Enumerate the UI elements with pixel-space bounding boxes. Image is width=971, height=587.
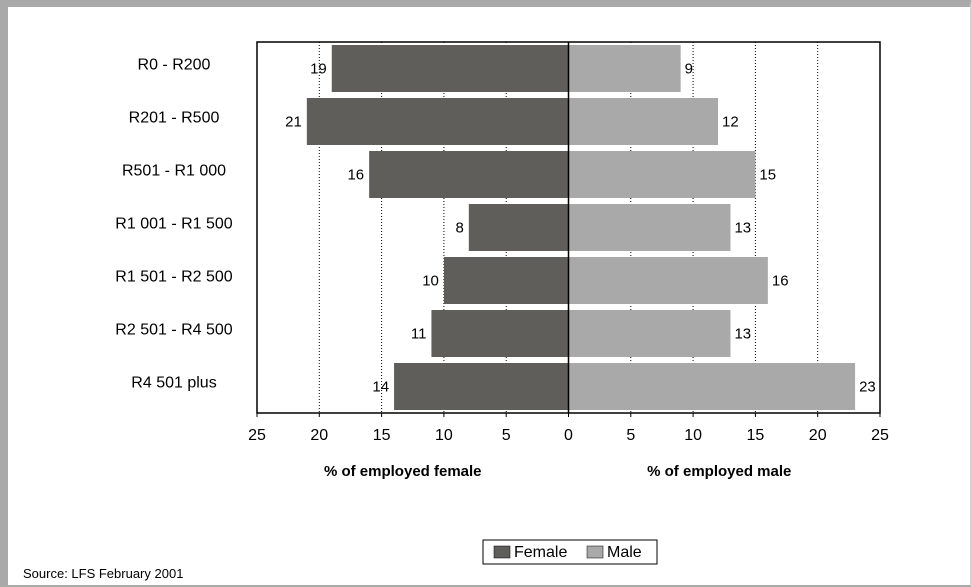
data-label-male: 9 bbox=[685, 60, 693, 77]
data-label-male: 13 bbox=[734, 325, 751, 342]
data-label-female: 14 bbox=[372, 378, 389, 395]
category-label: R4 501 plus bbox=[131, 375, 216, 392]
x-axis-ticks: 25 20 15 10 5 0 5 10 15 20 25 bbox=[248, 413, 889, 444]
bar-male bbox=[568, 310, 731, 357]
tick-label: 20 bbox=[310, 427, 328, 444]
bar-male bbox=[568, 151, 756, 198]
category-label: R1 501 - R2 500 bbox=[115, 269, 233, 286]
category-label: R201 - R500 bbox=[129, 110, 220, 127]
category-label: R0 - R200 bbox=[138, 57, 211, 74]
bar-male bbox=[568, 257, 768, 304]
tick-label: 5 bbox=[502, 427, 511, 444]
data-label-male: 23 bbox=[859, 378, 876, 395]
tick-label: 10 bbox=[435, 427, 453, 444]
data-label-female: 8 bbox=[455, 219, 463, 236]
bar-male bbox=[568, 363, 856, 410]
tick-label: 5 bbox=[626, 427, 635, 444]
bar-female bbox=[394, 363, 569, 410]
bar-male bbox=[568, 98, 719, 145]
legend-label-male: Male bbox=[607, 544, 642, 561]
bars bbox=[306, 45, 856, 410]
bar-female bbox=[431, 310, 569, 357]
tick-label: 20 bbox=[809, 427, 827, 444]
data-label-male: 12 bbox=[722, 113, 739, 130]
legend-box bbox=[482, 539, 658, 565]
data-label-female: 19 bbox=[310, 60, 327, 77]
tick-label: 15 bbox=[747, 427, 765, 444]
x-axis-title-male: % of employed male bbox=[647, 463, 791, 480]
bar-female bbox=[306, 98, 569, 145]
data-label-male: 15 bbox=[759, 166, 776, 183]
legend-swatch-male bbox=[586, 545, 604, 559]
tick-label: 25 bbox=[248, 427, 266, 444]
data-label-male: 13 bbox=[734, 219, 751, 236]
bar-female bbox=[443, 257, 569, 304]
bar-male bbox=[568, 204, 731, 251]
tick-label: 25 bbox=[871, 427, 889, 444]
category-label: R2 501 - R4 500 bbox=[115, 322, 233, 339]
bar-male bbox=[568, 45, 681, 92]
tick-label: 10 bbox=[684, 427, 702, 444]
source-note: Source: LFS February 2001 bbox=[23, 566, 183, 581]
data-label-female: 16 bbox=[347, 166, 364, 183]
tick-label: 0 bbox=[564, 427, 573, 444]
bar-female bbox=[468, 204, 569, 251]
data-label-female: 10 bbox=[422, 272, 439, 289]
legend-swatch-female bbox=[493, 545, 511, 559]
legend: Female Male bbox=[482, 539, 658, 565]
data-label-female: 21 bbox=[285, 113, 302, 130]
category-label: R501 - R1 000 bbox=[122, 163, 226, 180]
category-label: R1 001 - R1 500 bbox=[115, 216, 233, 233]
x-axis-title-female: % of employed female bbox=[324, 463, 482, 480]
legend-label-female: Female bbox=[514, 544, 567, 561]
bar-female bbox=[331, 45, 569, 92]
tick-label: 15 bbox=[373, 427, 391, 444]
bar-female bbox=[369, 151, 569, 198]
labels: R0 - R200 19 9 R201 - R500 21 12 R501 - R1 000… bbox=[115, 57, 875, 396]
data-label-female: 11 bbox=[411, 325, 427, 342]
data-label-male: 16 bbox=[772, 272, 789, 289]
